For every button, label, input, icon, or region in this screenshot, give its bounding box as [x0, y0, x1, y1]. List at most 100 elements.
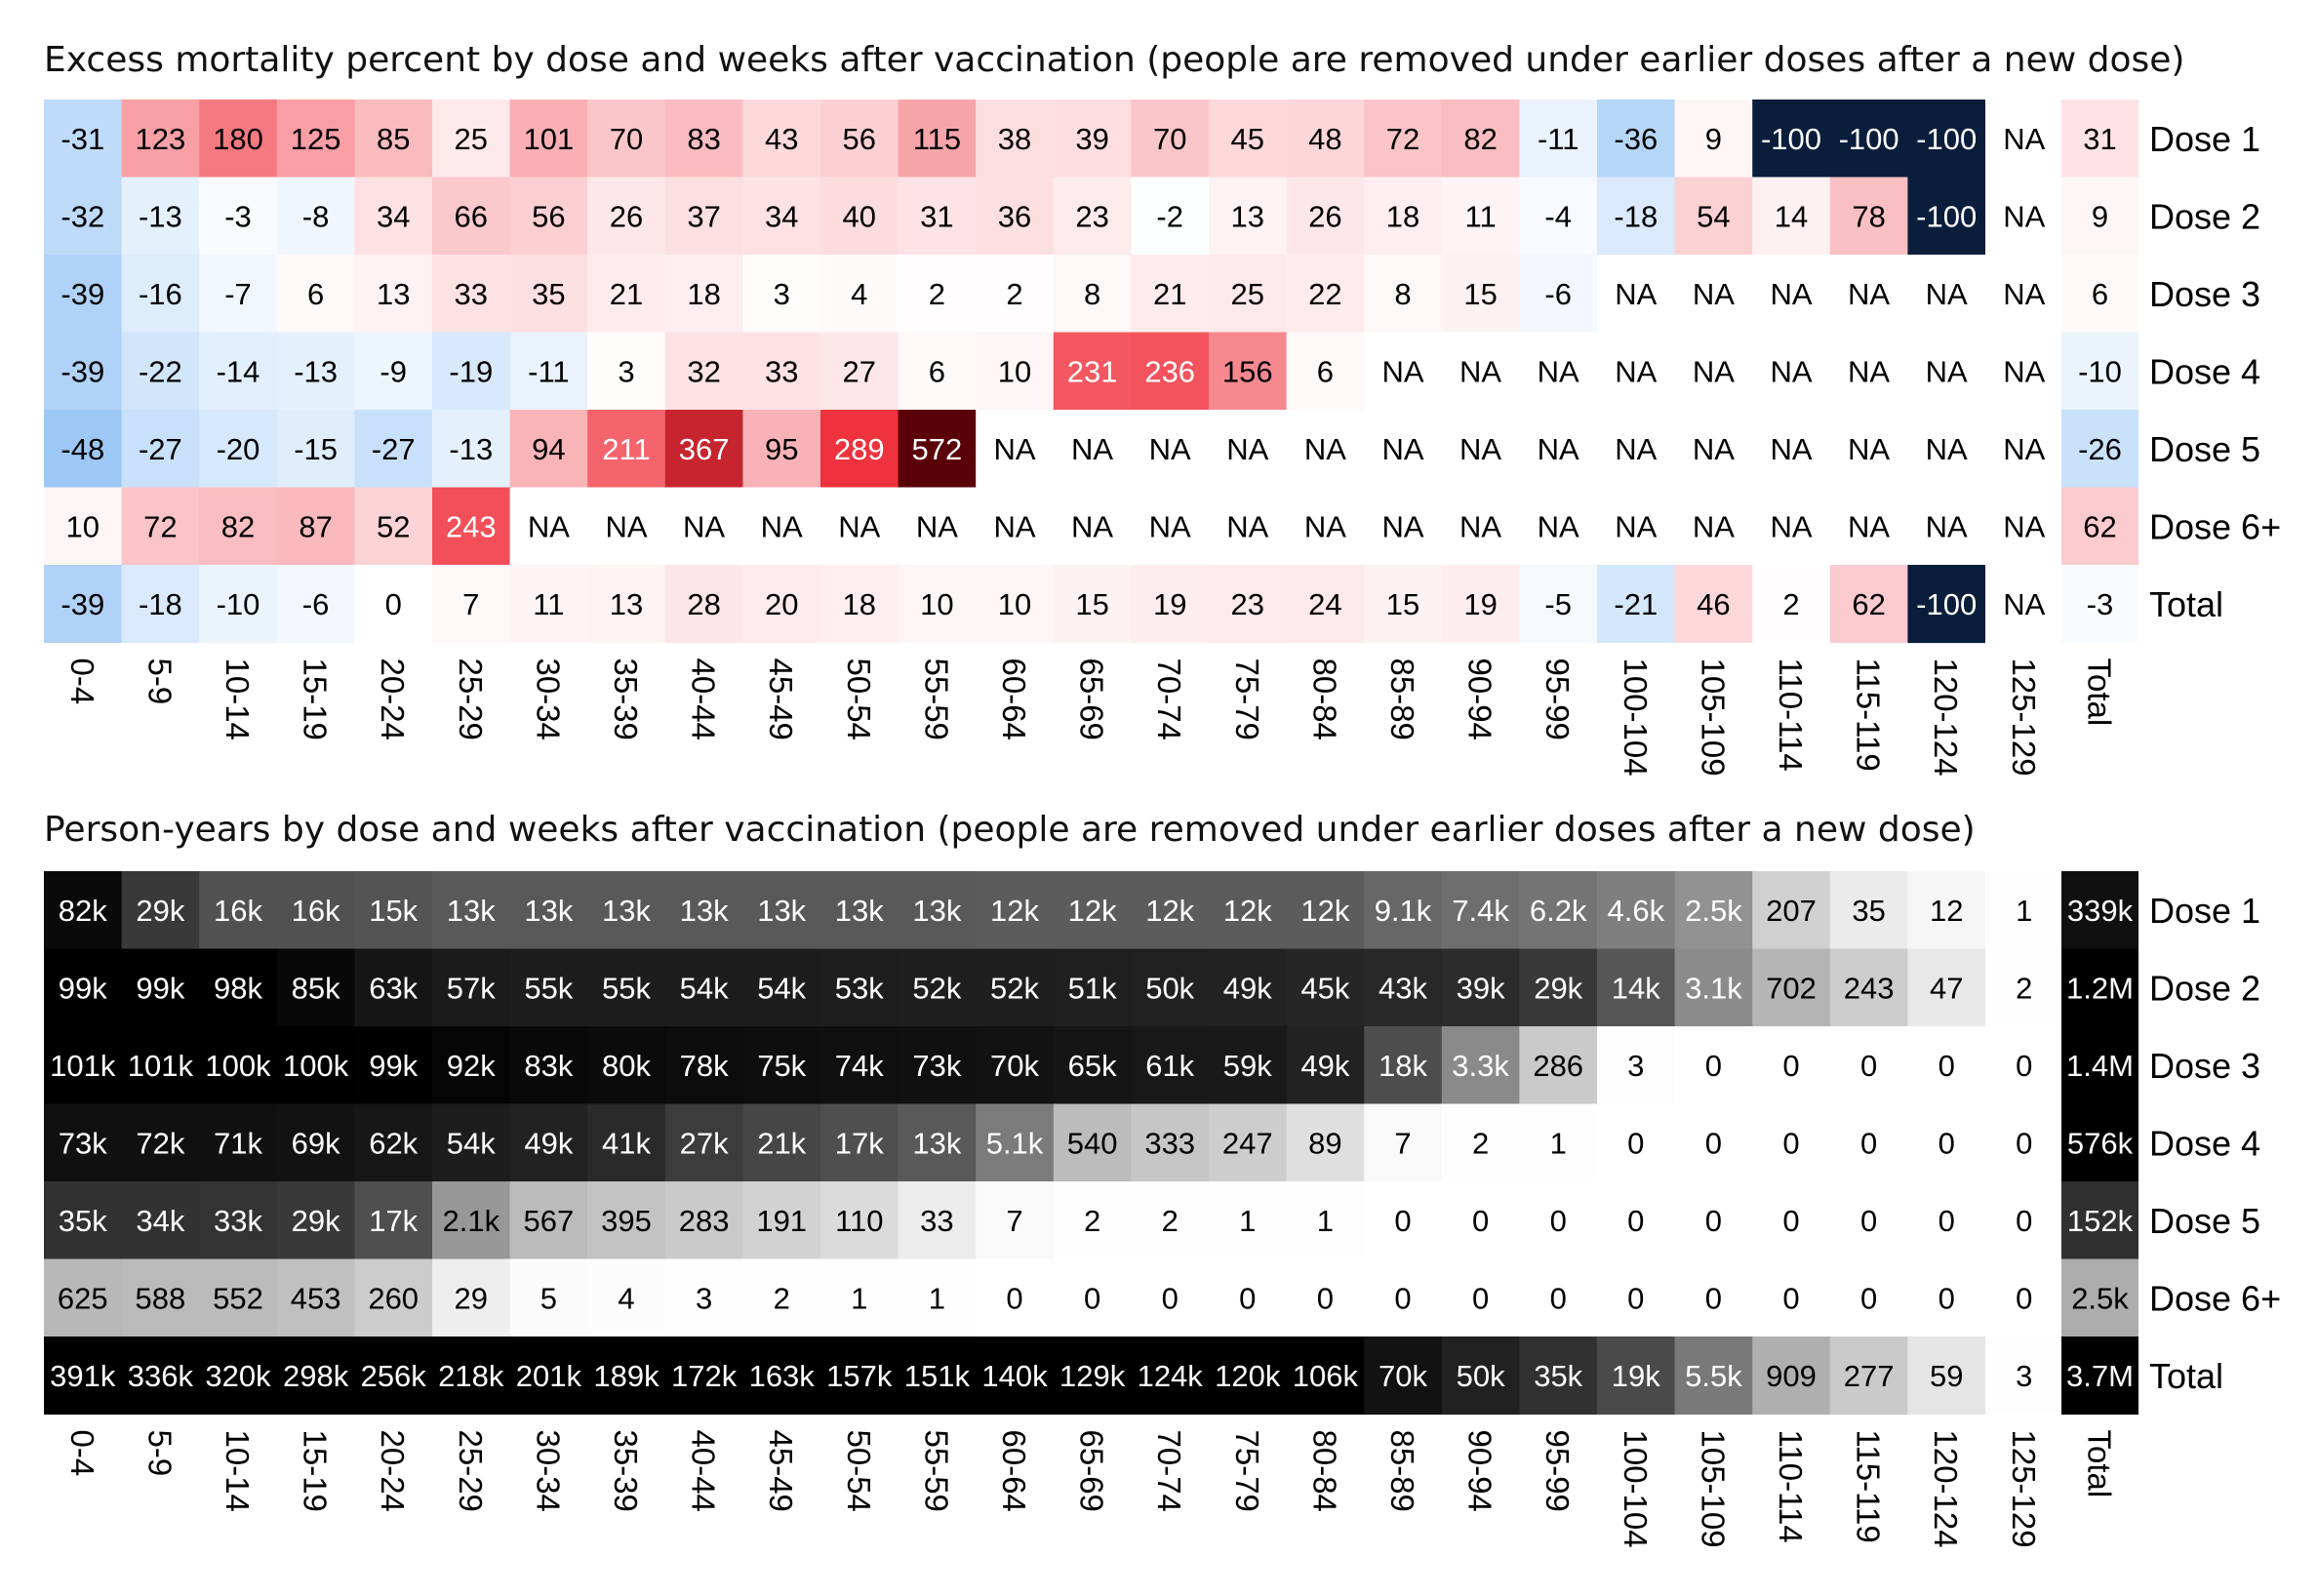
heatmap-cell [1209, 948, 1288, 1027]
column-label: 95-99 [1539, 658, 1576, 740]
heatmap-cell [1209, 100, 1288, 179]
heatmap-cell [976, 1026, 1055, 1105]
cell-value-label: NA [1848, 277, 1890, 311]
heatmap-cell [1131, 948, 1210, 1027]
heatmap-cell [1441, 948, 1520, 1027]
cell-value-label: 157k [826, 1359, 893, 1393]
cell-value-label: -7 [224, 277, 252, 311]
total-value-label: 3.7M [2066, 1359, 2134, 1393]
cell-value-label: 35 [1852, 894, 1885, 928]
heatmap-cell [432, 255, 511, 334]
cell-value-label: 286 [1533, 1049, 1583, 1083]
cell-value-label: 38 [998, 122, 1031, 156]
cell-value-label: 2 [1782, 587, 1799, 621]
cell-value-label: 0 [1860, 1049, 1877, 1083]
cell-value-label: 45 [1231, 122, 1264, 156]
cell-value-label: 2 [929, 277, 945, 311]
heatmap-cell [1131, 565, 1210, 644]
heatmap-cell [1829, 332, 1908, 411]
cell-value-label: -11 [1538, 122, 1579, 156]
cell-value-label: 43k [1379, 971, 1427, 1005]
total-value-label: 31 [2083, 122, 2116, 156]
heatmap-cell [44, 948, 123, 1027]
cell-value-label: NA [1459, 509, 1501, 543]
heatmap-cell [820, 1026, 899, 1105]
heatmap-cell [1209, 871, 1288, 950]
column-label: 15-19 [298, 658, 334, 740]
cell-value-label: 4 [851, 277, 867, 311]
cell-value-label: NA [1693, 432, 1735, 466]
cell-value-label: 1 [929, 1281, 945, 1315]
cell-value-label: 101 [524, 122, 575, 156]
cell-value-label: NA [1071, 509, 1113, 543]
heatmap-cell [1674, 332, 1753, 411]
cell-value-label: 7 [462, 587, 479, 621]
row-label-dose-6: Dose 6+ [2149, 1278, 2281, 1318]
heatmap-cell [354, 565, 433, 644]
heatmap-cell [1907, 948, 1986, 1027]
heatmap-cell [1131, 1337, 1210, 1416]
heatmap-cell [509, 1258, 588, 1337]
cell-value-label: 54 [1697, 199, 1730, 233]
heatmap-cell [432, 1181, 511, 1260]
cell-value-label: 0 [1782, 1049, 1799, 1083]
cell-value-label: 156 [1222, 354, 1273, 388]
heatmap-cell [1985, 255, 2064, 334]
cell-value-label: -39 [60, 587, 104, 621]
cell-value-label: 17k [369, 1204, 418, 1238]
cell-value-label: 92k [447, 1049, 496, 1083]
heatmap-cell [742, 100, 821, 179]
cell-value-label: 0 [2016, 1049, 2032, 1083]
cell-value-label: 151k [904, 1359, 971, 1393]
total-cell [2061, 1337, 2138, 1416]
column-label: 125-129 [2006, 658, 2042, 777]
heatmap-cell [1829, 410, 1908, 489]
heatmap-cell [1597, 1337, 1676, 1416]
cell-value-label: 70k [990, 1049, 1039, 1083]
cell-value-label: 0 [1782, 1281, 1799, 1315]
heatmap-cell [664, 1181, 743, 1260]
cell-value-label: -20 [217, 432, 260, 466]
heatmap-cell [276, 332, 355, 411]
heatmap-cell [587, 100, 666, 179]
heatmap-cell [1286, 1337, 1365, 1416]
heatmap-cell [1131, 1258, 1210, 1337]
cell-value-label: -32 [60, 199, 104, 233]
heatmap-cell [1131, 1026, 1210, 1105]
heatmap-cell [820, 1337, 899, 1416]
column-label-total: Total [2082, 1430, 2118, 1498]
heatmap-cell [898, 332, 977, 411]
column-label: 30-34 [530, 658, 566, 740]
cell-value-label: 4 [618, 1281, 634, 1315]
cell-value-label: NA [1615, 354, 1657, 388]
cell-value-label: 70k [1379, 1359, 1427, 1393]
heatmap-cell [121, 410, 200, 489]
heatmap-cell [432, 410, 511, 489]
heatmap-cell [509, 1103, 588, 1182]
column-label: 45-49 [763, 658, 799, 740]
cell-value-label: 0 [1938, 1049, 1955, 1083]
cell-value-label: 95 [765, 432, 798, 466]
cell-value-label: -6 [1544, 277, 1572, 311]
heatmap-cell [898, 1103, 977, 1182]
heatmap-cell [1441, 1258, 1520, 1337]
column-label: 75-79 [1229, 1430, 1265, 1512]
heatmap-cell [1364, 332, 1443, 411]
heatmap-cell [1364, 1337, 1443, 1416]
cell-value-label: 0 [1705, 1281, 1722, 1315]
heatmap-cell [1907, 410, 1986, 489]
cell-value-label: NA [1615, 277, 1657, 311]
total-cell [2061, 1258, 2138, 1337]
total-value-label: -10 [2078, 354, 2122, 388]
heatmap-cell [276, 487, 355, 566]
cell-value-label: 6 [1317, 354, 1334, 388]
cell-value-label: 25 [1231, 277, 1264, 311]
heatmap-cell [1907, 1181, 1986, 1260]
heatmap-cell [1829, 1258, 1908, 1337]
cell-value-label: 34 [377, 199, 410, 233]
cell-value-label: 6.2k [1530, 894, 1587, 928]
cell-value-label: NA [2003, 432, 2045, 466]
heatmap-cell [1907, 100, 1986, 179]
heatmap-cell [1209, 1258, 1288, 1337]
cell-value-label: 54k [757, 971, 806, 1005]
